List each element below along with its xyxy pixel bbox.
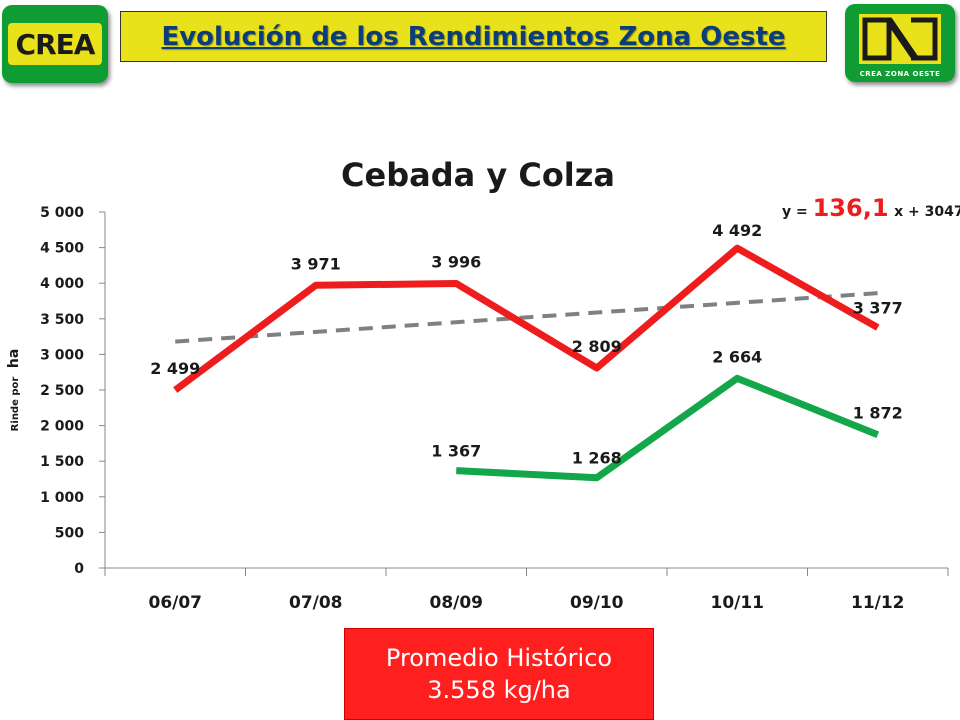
x-tick-label: 10/11 [710,593,764,613]
crea-zona-oeste-logo-text: CREA ZONA OESTE [859,70,941,78]
data-label: 4 492 [712,221,762,240]
data-label: 3 996 [431,252,481,271]
trend-equation-suffix: x + 3047, [894,204,960,220]
data-label: 2 809 [572,337,622,356]
chart-axes [99,211,949,576]
x-tick-labels: 06/07 07/08 08/09 09/10 10/11 11/12 [148,593,904,613]
trend-line-path [175,291,878,344]
crea-logo-text: CREA [15,27,96,61]
trend-equation-prefix: y = [782,204,813,220]
promedio-label: Promedio Histórico [385,644,613,672]
y-tick-label: 2 000 [40,419,84,435]
chart-title: Cebada y Colza [341,156,615,194]
y-tick-label: 1 500 [40,454,84,470]
x-tick-label: 07/08 [289,593,343,613]
y-tick-label: 0 [74,561,84,577]
x-tick-label: 09/10 [570,593,624,613]
y-tick-label: 4 500 [40,241,84,257]
crea-zona-oeste-logo: CREA ZONA OESTE [845,4,955,82]
y-tick-label: 5 000 [40,205,84,221]
data-label: 2 499 [150,359,200,378]
data-label: 1 268 [572,449,622,468]
trend-line [175,291,878,344]
y-tick-label: 3 500 [40,312,84,328]
svg-text:Rinde por ha: Rinde por ha [3,349,22,432]
crea-logo-plate: CREA [8,23,102,65]
y-tick-label: 4 000 [40,276,84,292]
y-axis-label-prefix: Rinde por [10,377,21,432]
trend-equation: y = 136,1 x + 3047, [782,194,960,222]
y-tick-label: 500 [55,525,84,541]
y-axis-label: Rinde por ha [3,349,22,432]
header-banner: Evolución de los Rendimientos Zona Oeste [120,11,827,62]
promedio-historico-box: Promedio Histórico 3.558 kg/ha [344,628,654,720]
data-label: 3 971 [291,254,341,273]
page-title: Evolución de los Rendimientos Zona Oeste [161,21,786,52]
data-label: 2 664 [712,347,762,366]
data-labels: 2 499 3 971 3 996 2 809 4 492 3 377 1 367 1 268… [150,221,903,468]
data-label: 3 377 [853,299,903,318]
y-tick-labels: 0 500 1 000 1 500 2 000 2 500 3 000 3 500 4 000 4… [40,205,84,577]
crea-zona-oeste-mark-icon [859,14,941,64]
series-line-1 [456,374,880,482]
y-tick-label: 1 000 [40,490,84,506]
crea-logo: CREA [2,5,108,83]
data-label: 1 367 [431,442,481,461]
series-line-0 [173,244,880,393]
x-tick-label: 06/07 [148,593,202,613]
y-tick-label: 3 000 [40,347,84,363]
trend-equation-slope: 136,1 [813,194,889,222]
x-tick-label: 11/12 [851,593,905,613]
x-tick-label: 08/09 [429,593,483,613]
data-label: 1 872 [853,404,903,423]
series-lines [173,244,880,482]
y-axis-label-unit: ha [6,349,22,368]
y-tick-label: 2 500 [40,383,84,399]
promedio-value: 3.558 kg/ha [427,676,571,704]
